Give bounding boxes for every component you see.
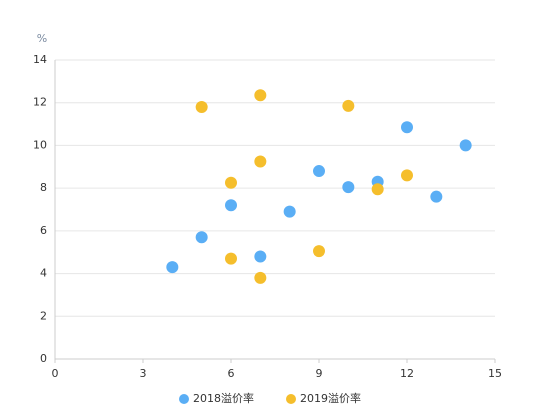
x-tick-label: 3 xyxy=(140,367,147,380)
legend-marker xyxy=(286,394,296,404)
y-tick-label: 12 xyxy=(33,96,47,109)
point xyxy=(225,176,237,189)
x-tick-label: 0 xyxy=(52,367,59,380)
point xyxy=(283,205,296,218)
point xyxy=(166,261,179,274)
legend-label: 2018溢价率 xyxy=(193,391,254,405)
point xyxy=(254,155,267,168)
y-tick-label: 6 xyxy=(40,224,47,237)
point xyxy=(225,252,237,265)
y-tick-label: 4 xyxy=(40,267,47,280)
y-tick-label: 14 xyxy=(33,53,47,66)
y-tick-label: 0 xyxy=(40,352,47,365)
point xyxy=(254,271,267,284)
point xyxy=(401,121,413,134)
point xyxy=(430,190,443,203)
point xyxy=(401,169,413,182)
point xyxy=(313,165,325,178)
y-tick-label: 8 xyxy=(40,181,47,194)
point xyxy=(195,231,208,244)
y-tick-label: 2 xyxy=(40,309,47,322)
y-unit-label: % xyxy=(37,32,47,45)
legend-label: 2019溢价率 xyxy=(300,391,361,405)
point xyxy=(254,250,267,263)
point xyxy=(195,100,208,113)
point xyxy=(342,181,355,194)
x-tick-label: 6 xyxy=(228,367,235,380)
x-tick-label: 15 xyxy=(488,367,502,380)
y-tick-label: 10 xyxy=(33,138,47,151)
point xyxy=(313,245,325,258)
point xyxy=(459,139,472,152)
x-tick-label: 9 xyxy=(316,367,323,380)
point xyxy=(342,99,355,112)
legend-marker xyxy=(179,394,189,404)
point xyxy=(254,89,267,102)
point xyxy=(371,183,384,196)
point xyxy=(225,199,237,212)
x-tick-label: 12 xyxy=(400,367,414,380)
